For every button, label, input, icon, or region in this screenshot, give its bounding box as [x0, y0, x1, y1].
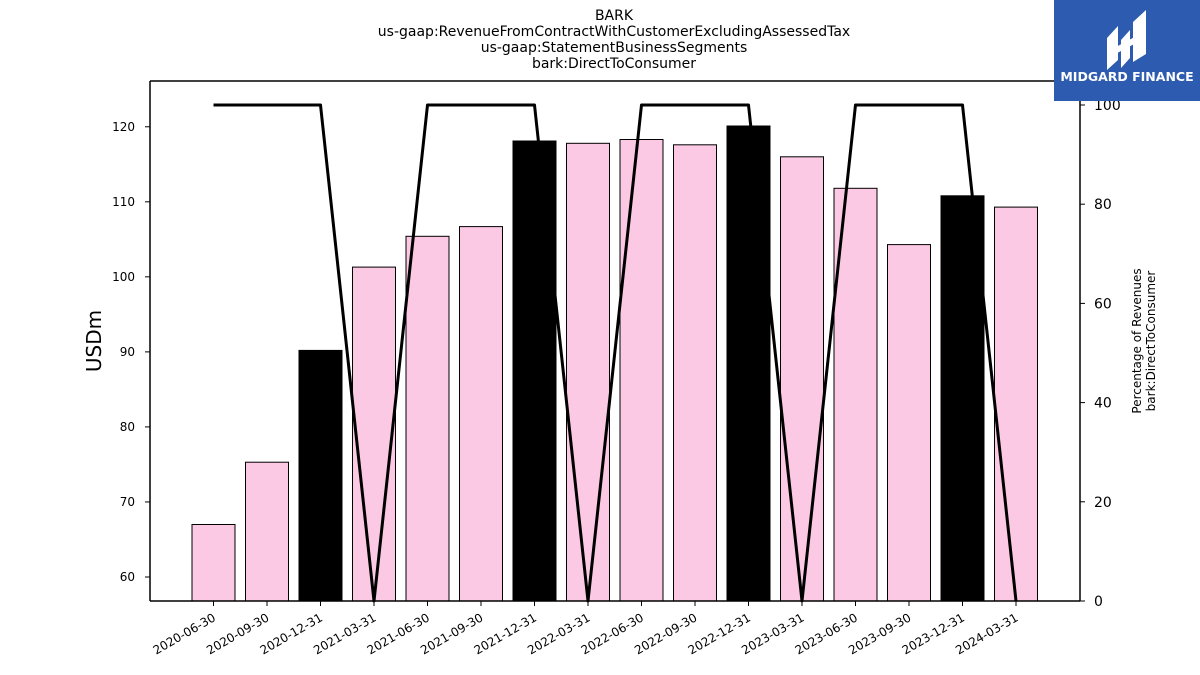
chart-title-line: us-gaap:StatementBusinessSegments	[481, 40, 748, 56]
chart-title-line: us-gaap:RevenueFromContractWithCustomerE…	[378, 24, 850, 40]
chart-title: BARK us-gaap:RevenueFromContractWithCust…	[378, 8, 850, 72]
y2-axis-label: Percentage of Revenues bark:DirectToCons…	[1130, 268, 1158, 413]
y-tick-label: 90	[120, 345, 135, 359]
bar	[994, 206, 1038, 602]
plot-frame	[149, 80, 1081, 602]
bar-series	[191, 125, 1038, 602]
bar	[726, 125, 771, 602]
bar	[352, 266, 396, 602]
logo-mark-icon	[1107, 10, 1146, 70]
y2-tick-label: 20	[1094, 495, 1112, 511]
bar	[619, 139, 664, 602]
chart-title-line: BARK	[595, 8, 634, 24]
y-tick-label: 60	[120, 570, 135, 584]
bar	[245, 461, 289, 602]
bar	[940, 195, 985, 602]
bar	[780, 156, 824, 602]
y2-tick-label: 80	[1094, 197, 1112, 213]
bar	[673, 144, 717, 602]
y2-axis-ticks: 0 20 40 60 80 100	[1080, 98, 1121, 610]
y-tick-label: 80	[120, 420, 135, 434]
y2-tick-label: 0	[1094, 594, 1103, 610]
percentage-line	[213, 103, 1018, 603]
y-axis-ticks: 60 70 80 90 100 110 120	[112, 120, 150, 584]
y-tick-label: 100	[112, 270, 135, 284]
y2-tick-label: 60	[1094, 296, 1112, 312]
bar	[566, 142, 610, 602]
bar	[405, 235, 450, 602]
logo-text: MIDGARD FINANCE	[1060, 69, 1193, 84]
y-tick-label: 70	[120, 495, 135, 509]
percentage-line-series	[213, 103, 1018, 603]
chart-title-line: bark:DirectToConsumer	[532, 56, 696, 72]
x-axis-ticks: 2020-06-302020-09-302020-12-312021-03-31…	[151, 601, 1021, 657]
bar	[833, 187, 878, 602]
y2-tick-label: 40	[1094, 396, 1112, 412]
bar	[459, 226, 503, 602]
y-tick-label: 120	[112, 120, 135, 134]
y-axis-label: USDm	[82, 310, 106, 372]
bar	[887, 244, 931, 602]
y-tick-label: 110	[112, 195, 135, 209]
y2-axis-label-line: bark:DirectToConsumer	[1144, 271, 1158, 412]
y2-axis-label-line: Percentage of Revenues	[1130, 268, 1144, 413]
midgard-finance-logo: MIDGARD FINANCE	[1054, 0, 1200, 101]
bar	[512, 140, 557, 602]
y2-tick-label: 100	[1094, 98, 1121, 114]
bar	[191, 524, 236, 602]
bar	[298, 349, 343, 602]
